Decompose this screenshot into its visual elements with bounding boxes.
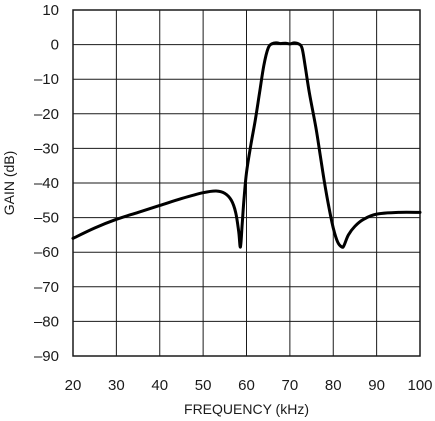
y-tick-label: –10 (34, 71, 59, 88)
x-tick-label: 30 (108, 377, 125, 394)
x-tick-label: 40 (151, 377, 168, 394)
x-axis-title: FREQUENCY (kHz) (184, 401, 309, 417)
x-tick-label: 70 (282, 377, 299, 394)
y-tick-label: –30 (34, 140, 59, 157)
y-tick-labels: 10 0 –10 –20 –30 –40 –50 –60 –70 –80 –90 (34, 2, 59, 365)
series-layer (71, 41, 422, 249)
y-tick-label: –70 (34, 279, 59, 296)
y-tick-label: –50 (34, 210, 59, 227)
y-tick-label: 0 (51, 37, 59, 54)
x-tick-label: 20 (65, 377, 82, 394)
x-tick-labels: 20 30 40 50 60 70 80 90 100 (65, 377, 433, 394)
grid-lines (73, 10, 420, 356)
y-tick-label: –60 (34, 244, 59, 261)
x-tick-label: 50 (195, 377, 212, 394)
plot-frame (72, 9, 421, 357)
y-tick-label: –20 (34, 106, 59, 123)
y-axis-title: GAIN (dB) (1, 151, 17, 216)
y-tick-label: –90 (34, 348, 59, 365)
x-tick-label: 100 (407, 377, 432, 394)
y-tick-label: 10 (42, 2, 59, 19)
gain-series-line (71, 41, 422, 249)
x-tick-label: 60 (238, 377, 255, 394)
y-tick-label: –80 (34, 313, 59, 330)
x-tick-label: 80 (325, 377, 342, 394)
x-tick-label: 90 (368, 377, 385, 394)
y-tick-label: –40 (34, 175, 59, 192)
